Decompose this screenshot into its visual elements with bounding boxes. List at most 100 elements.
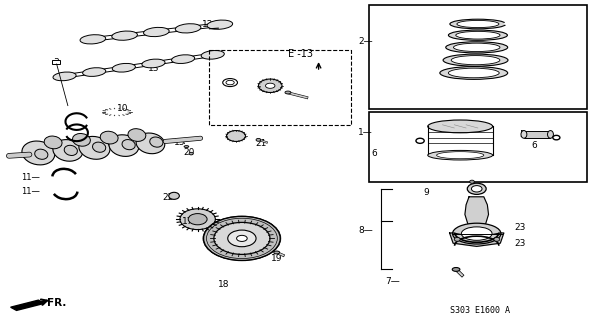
Polygon shape — [11, 300, 44, 310]
Ellipse shape — [184, 146, 189, 148]
Ellipse shape — [443, 54, 508, 66]
Text: 23: 23 — [514, 239, 526, 248]
Ellipse shape — [471, 186, 482, 192]
Ellipse shape — [258, 79, 282, 92]
Ellipse shape — [73, 133, 90, 146]
Text: 10: 10 — [117, 104, 128, 113]
Ellipse shape — [228, 230, 256, 247]
Ellipse shape — [188, 214, 207, 225]
Ellipse shape — [266, 83, 275, 88]
Ellipse shape — [428, 150, 493, 160]
Ellipse shape — [44, 136, 62, 149]
Ellipse shape — [452, 268, 460, 271]
Ellipse shape — [451, 56, 500, 65]
Text: 11—: 11— — [21, 187, 40, 196]
Ellipse shape — [64, 145, 77, 156]
Ellipse shape — [128, 129, 146, 141]
Ellipse shape — [207, 20, 232, 29]
Text: 21: 21 — [255, 139, 266, 148]
Ellipse shape — [274, 251, 280, 254]
Polygon shape — [450, 233, 504, 246]
Ellipse shape — [22, 141, 55, 165]
Bar — [369, 5, 587, 109]
Ellipse shape — [440, 67, 507, 79]
Ellipse shape — [53, 140, 83, 161]
Text: FR.: FR. — [47, 298, 67, 308]
Text: 12: 12 — [202, 20, 213, 29]
Text: 17: 17 — [182, 217, 193, 226]
Ellipse shape — [189, 152, 193, 155]
Ellipse shape — [454, 43, 500, 52]
Text: 22: 22 — [162, 193, 173, 202]
Ellipse shape — [223, 79, 237, 87]
Ellipse shape — [122, 140, 135, 150]
Text: 19: 19 — [271, 254, 283, 263]
Ellipse shape — [470, 180, 474, 183]
Text: 14: 14 — [230, 132, 241, 141]
Text: 1—: 1— — [358, 128, 373, 137]
Ellipse shape — [227, 131, 245, 141]
Text: 9: 9 — [424, 188, 430, 196]
Polygon shape — [465, 197, 489, 227]
Ellipse shape — [226, 80, 234, 85]
Text: 5: 5 — [519, 130, 525, 139]
Ellipse shape — [79, 136, 110, 159]
Ellipse shape — [448, 30, 507, 40]
Ellipse shape — [428, 120, 493, 133]
Ellipse shape — [201, 51, 224, 59]
Ellipse shape — [136, 133, 165, 154]
Ellipse shape — [494, 237, 500, 241]
Bar — [52, 60, 60, 64]
Ellipse shape — [100, 131, 118, 144]
Text: 20: 20 — [183, 148, 194, 157]
Ellipse shape — [142, 59, 165, 68]
Ellipse shape — [83, 68, 106, 76]
Ellipse shape — [461, 227, 492, 240]
Text: 6: 6 — [372, 149, 378, 158]
Ellipse shape — [112, 31, 137, 40]
Ellipse shape — [35, 149, 48, 159]
Ellipse shape — [204, 216, 280, 260]
Text: 11—: 11— — [21, 173, 40, 182]
Ellipse shape — [450, 19, 506, 29]
Bar — [524, 131, 550, 138]
Ellipse shape — [53, 72, 76, 81]
Ellipse shape — [214, 222, 270, 254]
Ellipse shape — [285, 91, 291, 94]
Ellipse shape — [180, 209, 215, 230]
Ellipse shape — [548, 131, 553, 138]
Text: 13: 13 — [148, 64, 159, 73]
Ellipse shape — [80, 35, 106, 44]
Ellipse shape — [172, 55, 195, 63]
Text: 3: 3 — [53, 58, 59, 67]
Text: 15: 15 — [174, 138, 185, 147]
Text: 7—: 7— — [385, 277, 400, 286]
Ellipse shape — [437, 152, 484, 159]
Ellipse shape — [446, 42, 508, 53]
Ellipse shape — [448, 68, 499, 78]
Ellipse shape — [150, 137, 163, 147]
Text: 16: 16 — [218, 236, 230, 244]
Ellipse shape — [112, 63, 135, 72]
Ellipse shape — [256, 139, 261, 141]
Ellipse shape — [454, 237, 460, 241]
Ellipse shape — [143, 28, 169, 36]
Ellipse shape — [456, 31, 500, 39]
Text: 18: 18 — [218, 280, 230, 289]
Ellipse shape — [521, 131, 527, 138]
Ellipse shape — [467, 183, 486, 194]
Ellipse shape — [169, 192, 179, 199]
Ellipse shape — [93, 142, 106, 152]
Ellipse shape — [457, 20, 499, 28]
Text: 2—: 2— — [358, 37, 373, 46]
Ellipse shape — [237, 236, 247, 242]
Text: 23: 23 — [514, 223, 526, 232]
Text: 6: 6 — [531, 141, 537, 150]
Ellipse shape — [109, 135, 139, 156]
Bar — [369, 112, 587, 182]
Bar — [209, 50, 351, 125]
Text: E -13: E -13 — [289, 49, 313, 59]
Text: S303 E1600 A: S303 E1600 A — [450, 306, 510, 315]
Ellipse shape — [453, 223, 501, 244]
Text: 8—: 8— — [358, 226, 373, 235]
